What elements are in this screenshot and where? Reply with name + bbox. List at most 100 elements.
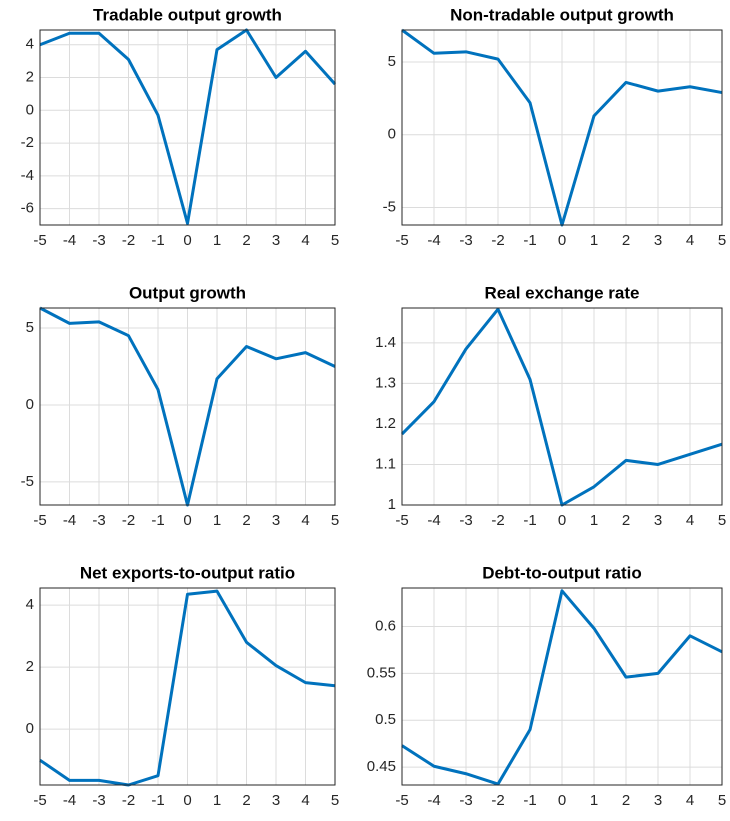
x-tick-label: 5 (718, 512, 726, 529)
chart-title: Net exports-to-output ratio (80, 563, 295, 582)
x-tick-label: -4 (63, 792, 76, 809)
x-tick-label: 5 (718, 232, 726, 249)
x-tick-label: 3 (654, 232, 662, 249)
x-tick-label: 0 (558, 512, 566, 529)
y-tick-label: 1 (388, 496, 396, 513)
y-tick-label: -4 (21, 167, 34, 184)
y-tick-label: 0.6 (375, 617, 396, 634)
axes-box (39, 29, 336, 226)
x-tick-label: -4 (427, 792, 440, 809)
x-tick-label: 4 (301, 232, 309, 249)
x-tick-label: 5 (718, 792, 726, 809)
y-tick-label: -5 (383, 199, 396, 216)
x-tick-label: -1 (523, 792, 536, 809)
x-tick-label: 2 (242, 792, 250, 809)
x-tick-label: 0 (183, 232, 191, 249)
x-tick-label: 3 (272, 512, 280, 529)
y-tick-label: 0 (26, 101, 34, 118)
y-tick-label: 4 (26, 596, 34, 613)
x-tick-label: -3 (459, 232, 472, 249)
x-tick-label: -2 (122, 232, 135, 249)
x-tick-label: -5 (395, 232, 408, 249)
chart-title: Real exchange rate (485, 283, 640, 302)
data-line (39, 28, 337, 225)
x-tick-label: 0 (183, 512, 191, 529)
y-tick-label: -5 (21, 473, 34, 490)
x-tick-label: 5 (331, 792, 339, 809)
x-tick-label: 5 (331, 232, 339, 249)
x-tick-label: 1 (590, 232, 598, 249)
y-tick-label: 1.2 (375, 415, 396, 432)
x-tick-label: 0 (183, 792, 191, 809)
y-tick-label: 2 (26, 68, 34, 85)
x-tick-label: 2 (622, 232, 630, 249)
x-tick-label: -3 (92, 512, 105, 529)
x-tick-label: -1 (523, 512, 536, 529)
x-tick-label: 4 (301, 792, 309, 809)
axes-box (401, 307, 723, 506)
data-line (401, 589, 723, 786)
x-tick-label: 0 (558, 792, 566, 809)
x-tick-label: -2 (491, 232, 504, 249)
x-tick-label: -1 (151, 512, 164, 529)
x-tick-label: 2 (622, 512, 630, 529)
x-tick-label: -4 (427, 232, 440, 249)
y-tick-label: 1.3 (375, 374, 396, 391)
axes-box (39, 307, 336, 506)
x-tick-label: -2 (491, 512, 504, 529)
y-tick-label: 0 (26, 720, 34, 737)
chart-title: Debt-to-output ratio (482, 563, 642, 582)
x-tick-label: -5 (33, 512, 46, 529)
x-tick-label: 1 (213, 232, 221, 249)
x-tick-label: 2 (242, 232, 250, 249)
x-tick-label: 3 (272, 232, 280, 249)
x-tick-label: 3 (654, 512, 662, 529)
x-tick-label: 0 (558, 232, 566, 249)
y-tick-label: 0.45 (367, 758, 396, 775)
y-tick-label: 0 (388, 126, 396, 143)
x-tick-label: -4 (63, 512, 76, 529)
y-tick-label: 0.55 (367, 664, 396, 681)
x-tick-label: -4 (427, 512, 440, 529)
x-tick-label: -3 (459, 512, 472, 529)
x-tick-label: 3 (654, 792, 662, 809)
x-tick-label: -5 (33, 232, 46, 249)
y-tick-label: 2 (26, 658, 34, 675)
x-tick-label: -5 (33, 792, 46, 809)
x-tick-label: 1 (590, 792, 598, 809)
x-tick-label: -1 (151, 792, 164, 809)
x-tick-label: -5 (395, 512, 408, 529)
x-tick-label: -1 (523, 232, 536, 249)
y-tick-label: -6 (21, 200, 34, 217)
x-tick-label: 3 (272, 792, 280, 809)
x-tick-label: 5 (331, 512, 339, 529)
y-tick-label: 0 (26, 396, 34, 413)
x-tick-label: -1 (151, 232, 164, 249)
chart-title: Output growth (129, 283, 246, 302)
x-tick-label: -3 (92, 792, 105, 809)
chart-title: Non-tradable output growth (450, 5, 674, 24)
x-tick-label: 4 (301, 512, 309, 529)
x-tick-label: 4 (686, 232, 694, 249)
x-tick-label: 4 (686, 512, 694, 529)
x-tick-label: -4 (63, 232, 76, 249)
y-tick-label: -2 (21, 134, 34, 151)
y-tick-label: 5 (388, 53, 396, 70)
data-line (39, 589, 336, 787)
x-tick-label: 1 (213, 792, 221, 809)
axes-box (401, 587, 723, 786)
x-tick-label: -3 (459, 792, 472, 809)
y-tick-label: 0.5 (375, 711, 396, 728)
x-tick-label: 2 (622, 792, 630, 809)
x-tick-label: -2 (122, 512, 135, 529)
axes-box (401, 29, 723, 226)
x-tick-label: 4 (686, 792, 694, 809)
y-tick-label: 1.1 (375, 455, 396, 472)
axes-box (39, 587, 336, 786)
x-tick-label: -3 (92, 232, 105, 249)
x-tick-label: 1 (213, 512, 221, 529)
x-tick-label: -2 (122, 792, 135, 809)
x-tick-label: 2 (242, 512, 250, 529)
x-tick-label: -2 (491, 792, 504, 809)
